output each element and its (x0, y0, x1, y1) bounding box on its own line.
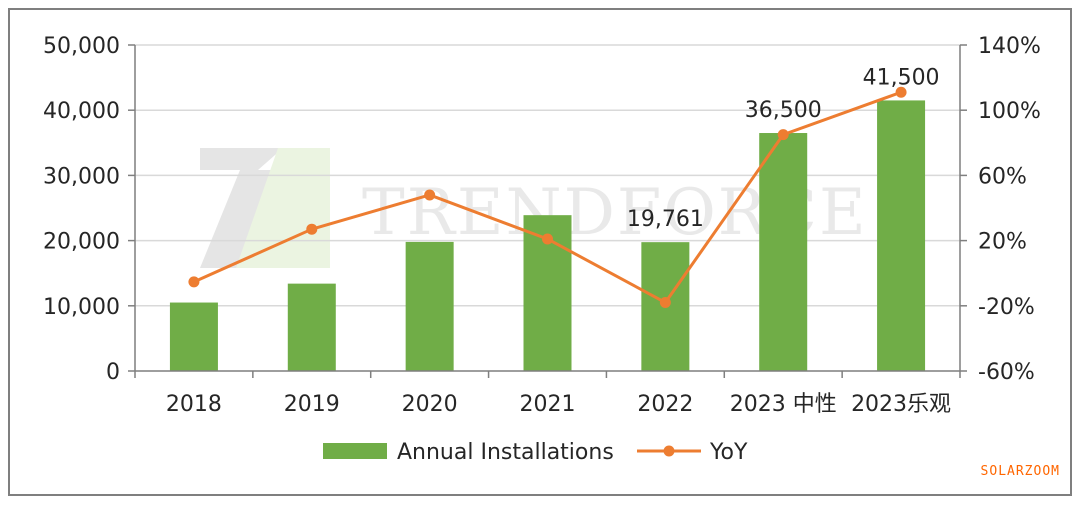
y-right-tick-label: 140% (978, 34, 1041, 59)
bar-series (169, 100, 926, 372)
y-left-tick-label: 30,000 (43, 164, 120, 189)
y-right-tick-label: -60% (978, 360, 1035, 385)
data-labels: 19,761 36,500 41,500 (627, 65, 940, 232)
bar (287, 283, 336, 371)
bar (169, 302, 218, 371)
y-left-tick-label: 50,000 (43, 34, 120, 59)
x-tick-label: 2021 (520, 392, 576, 417)
legend-bar-swatch (323, 443, 387, 459)
axes: 0 10,000 20,000 30,000 40,000 50,000 -60% -20% 2… (43, 34, 1041, 417)
yoy-point (659, 297, 671, 309)
x-tick-label: 2023 中性 (730, 392, 837, 417)
legend: Annual Installations YoY (323, 440, 748, 465)
x-tick-label: 2023乐观 (851, 392, 951, 417)
data-label: 41,500 (863, 65, 940, 90)
yoy-point (895, 86, 907, 98)
y-left-tick-label: 20,000 (43, 230, 120, 255)
line-series (188, 86, 907, 309)
yoy-point (777, 129, 789, 141)
y-right-tick-label: 100% (978, 99, 1041, 124)
x-tick-label: 2018 (166, 392, 222, 417)
y-right-tick-label: -20% (978, 295, 1035, 320)
y-left-tick-label: 0 (106, 360, 120, 385)
legend-line-marker (663, 445, 675, 457)
yoy-point (306, 223, 318, 235)
data-label: 19,761 (627, 207, 704, 232)
legend-line-label: YoY (709, 440, 748, 465)
bar (405, 241, 454, 371)
y-left-tick-label: 10,000 (43, 295, 120, 320)
bar (877, 100, 926, 372)
yoy-point (542, 233, 553, 245)
bar (759, 133, 808, 371)
yoy-point (188, 276, 200, 288)
x-tick-label: 2022 (637, 392, 693, 417)
y-right-tick-label: 20% (978, 230, 1027, 255)
y-right-tick-label: 60% (978, 164, 1027, 189)
legend-bar-label: Annual Installations (397, 440, 614, 465)
yoy-point (424, 189, 436, 201)
x-tick-label: 2020 (402, 392, 458, 417)
source-watermark: SOLARZOOM (981, 464, 1060, 479)
y-left-tick-label: 40,000 (43, 99, 120, 124)
data-label: 36,500 (745, 98, 822, 123)
x-tick-label: 2019 (284, 392, 340, 417)
